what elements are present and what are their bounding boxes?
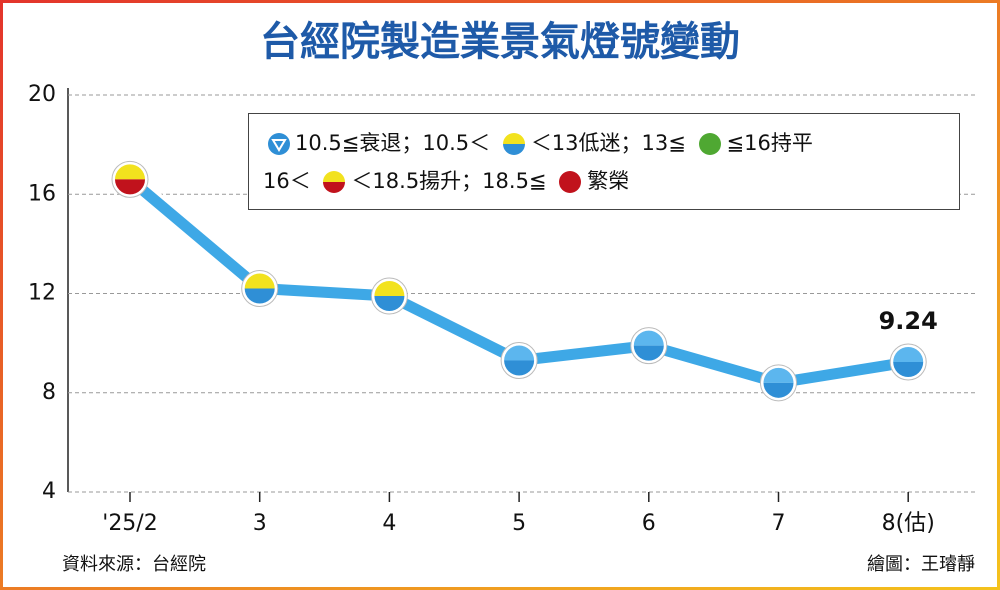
legend-text: ＜13低迷；13≦ xyxy=(530,131,686,155)
marker-bottom xyxy=(633,345,664,361)
marker-bottom xyxy=(504,360,535,376)
icon-boom xyxy=(559,171,582,193)
x-tick-label: 6 xyxy=(642,511,656,536)
marker-bottom xyxy=(763,382,794,398)
marker xyxy=(241,270,279,308)
marker-top xyxy=(893,346,924,362)
legend-text: 繁榮 xyxy=(587,169,630,193)
credit: 繪圖：王璿靜 xyxy=(867,554,975,575)
marker-bottom xyxy=(115,179,145,195)
x-tick-label: 4 xyxy=(382,511,396,536)
marker xyxy=(370,277,408,315)
x-tick-label: 7 xyxy=(772,511,786,536)
legend-text: 10.5≦衰退；10.5＜ xyxy=(295,131,491,155)
legend-text: 16＜ xyxy=(263,169,311,193)
legend: 10.5≦衰退；10.5＜ ＜13低迷；13≦ ≦16持平 16＜ ＜18.5揚… xyxy=(248,113,960,210)
y-tick-label: 12 xyxy=(28,281,56,306)
icon-stable xyxy=(698,133,721,155)
x-tick-label: 8(估) xyxy=(882,511,935,536)
marker xyxy=(889,343,927,381)
marker-bottom xyxy=(374,295,405,311)
marker-top xyxy=(374,280,405,296)
y-tick-label: 20 xyxy=(28,82,56,107)
marker-top xyxy=(763,367,794,383)
icon-rising xyxy=(323,171,346,193)
marker xyxy=(111,160,149,198)
x-tick-label: 5 xyxy=(512,511,526,536)
marker-top xyxy=(244,273,275,289)
icon-recession xyxy=(268,133,290,155)
icon-low xyxy=(502,133,525,155)
marker xyxy=(630,327,668,365)
legend-text: ＜18.5揚升；18.5≦ xyxy=(351,169,547,193)
marker-top xyxy=(504,345,535,361)
y-tick-label: 4 xyxy=(42,479,56,504)
data-label: 9.24 xyxy=(879,307,938,335)
marker-top xyxy=(633,330,664,346)
marker xyxy=(500,341,538,379)
marker-bottom xyxy=(893,361,924,377)
marker-top xyxy=(115,164,145,180)
source: 資料來源：台經院 xyxy=(62,554,206,575)
chart-title: 台經院製造業景氣燈號變動 xyxy=(260,19,740,65)
y-tick-label: 16 xyxy=(28,181,56,206)
x-tick-label: '25/2 xyxy=(102,511,157,536)
marker-bottom xyxy=(244,288,275,304)
marker xyxy=(760,364,797,402)
legend-text: ≦16持平 xyxy=(726,131,813,155)
y-tick-label: 8 xyxy=(42,380,56,405)
x-tick-label: 3 xyxy=(253,511,267,536)
